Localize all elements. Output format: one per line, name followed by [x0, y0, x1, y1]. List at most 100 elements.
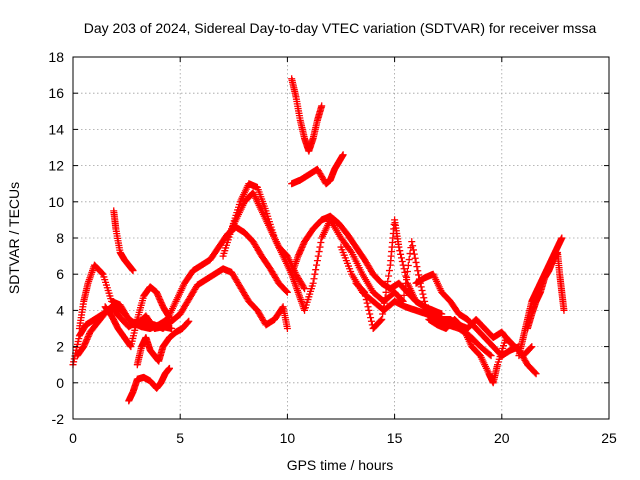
data-point [347, 247, 355, 255]
data-point [424, 312, 432, 320]
data-point [312, 266, 320, 274]
data-point [318, 102, 326, 110]
data-point [377, 316, 385, 324]
data-point [385, 267, 393, 275]
data-point [283, 287, 291, 295]
data-point [313, 257, 321, 265]
x-tick-label: 20 [494, 430, 510, 446]
y-tick-label: 0 [56, 375, 64, 391]
data-point [418, 286, 426, 294]
y-tick-label: 2 [56, 339, 64, 355]
data-point [339, 151, 347, 159]
data-point [403, 267, 411, 275]
data-point [185, 317, 193, 325]
series-track-18 [524, 248, 568, 332]
data-point [486, 351, 494, 359]
data-point [397, 254, 405, 262]
y-tick-label: 6 [56, 266, 64, 282]
data-point [422, 305, 430, 313]
data-point [487, 352, 495, 360]
y-tick-label: 14 [48, 121, 64, 137]
series-track-3 [75, 261, 176, 332]
series-track-2 [73, 223, 291, 360]
data-point [283, 325, 291, 332]
data-point [168, 325, 176, 332]
data-point [531, 369, 539, 377]
data-point [397, 250, 405, 258]
data-point [413, 263, 421, 271]
chart-title: Day 203 of 2024, Sidereal Day-to-day VTE… [84, 20, 597, 36]
data-point [415, 271, 423, 279]
series-track-16 [412, 270, 523, 360]
y-axis: -2 0 2 4 6 8 10 12 14 16 18 [48, 49, 609, 427]
data-point [560, 306, 568, 314]
series-track-15 [391, 238, 536, 387]
x-axis-title: GPS time / hours [287, 457, 394, 473]
data-point [366, 310, 374, 318]
data-point [527, 344, 535, 352]
data-point [165, 364, 173, 372]
data-point [361, 288, 369, 296]
x-tick-label: 10 [280, 430, 296, 446]
x-tick-label: 5 [176, 430, 184, 446]
data-point [379, 305, 387, 313]
data-point [363, 299, 371, 307]
data-point [301, 285, 309, 293]
data-point [405, 256, 413, 264]
y-tick-label: 12 [48, 158, 64, 174]
data-point [383, 283, 391, 291]
data-point [402, 272, 410, 280]
data-point [384, 277, 392, 285]
data-point [532, 370, 540, 378]
y-axis-title: SDTVAR / TECUs [6, 182, 22, 294]
data-point [421, 301, 429, 309]
y-tick-label: 8 [56, 230, 64, 246]
data-point [400, 291, 408, 299]
y-tick-label: 4 [56, 302, 64, 318]
data-point [417, 283, 425, 291]
data-point [399, 297, 407, 305]
data-point [129, 267, 137, 275]
data-point [362, 296, 370, 304]
series-track-6 [125, 364, 173, 405]
data-point [409, 246, 417, 254]
data-point [420, 294, 428, 302]
data-point [315, 248, 323, 256]
data-point [411, 254, 419, 262]
data-point [310, 275, 318, 283]
series-track-11 [288, 151, 347, 188]
x-tick-label: 0 [69, 430, 77, 446]
data-point [316, 243, 324, 251]
data-point [378, 315, 386, 323]
data-point [403, 273, 411, 281]
data-point [165, 314, 173, 322]
data-point [419, 290, 427, 298]
data-point [401, 285, 409, 293]
series-track-9 [223, 189, 309, 293]
data-point [385, 272, 393, 280]
y-tick-label: 10 [48, 194, 64, 210]
data-point [300, 283, 308, 291]
x-tick-label: 15 [387, 430, 403, 446]
x-tick-label: 25 [601, 430, 617, 446]
series-track-7 [133, 317, 193, 369]
data-point [414, 267, 422, 275]
y-tick-label: 18 [48, 49, 64, 65]
data-point [528, 343, 536, 351]
data-point [558, 234, 566, 242]
data-point [311, 270, 319, 278]
data-point [396, 247, 404, 255]
data-point [380, 299, 388, 307]
data-point [379, 310, 387, 318]
data-point [98, 269, 106, 277]
series-track-5 [101, 283, 173, 351]
data-point [283, 288, 291, 296]
data-point [364, 303, 372, 311]
data-point [404, 262, 412, 270]
data-point [410, 250, 418, 258]
data-point [313, 261, 321, 269]
data-point [367, 317, 375, 325]
data-point [398, 296, 406, 304]
data-point [309, 279, 317, 287]
data-point [421, 297, 429, 305]
